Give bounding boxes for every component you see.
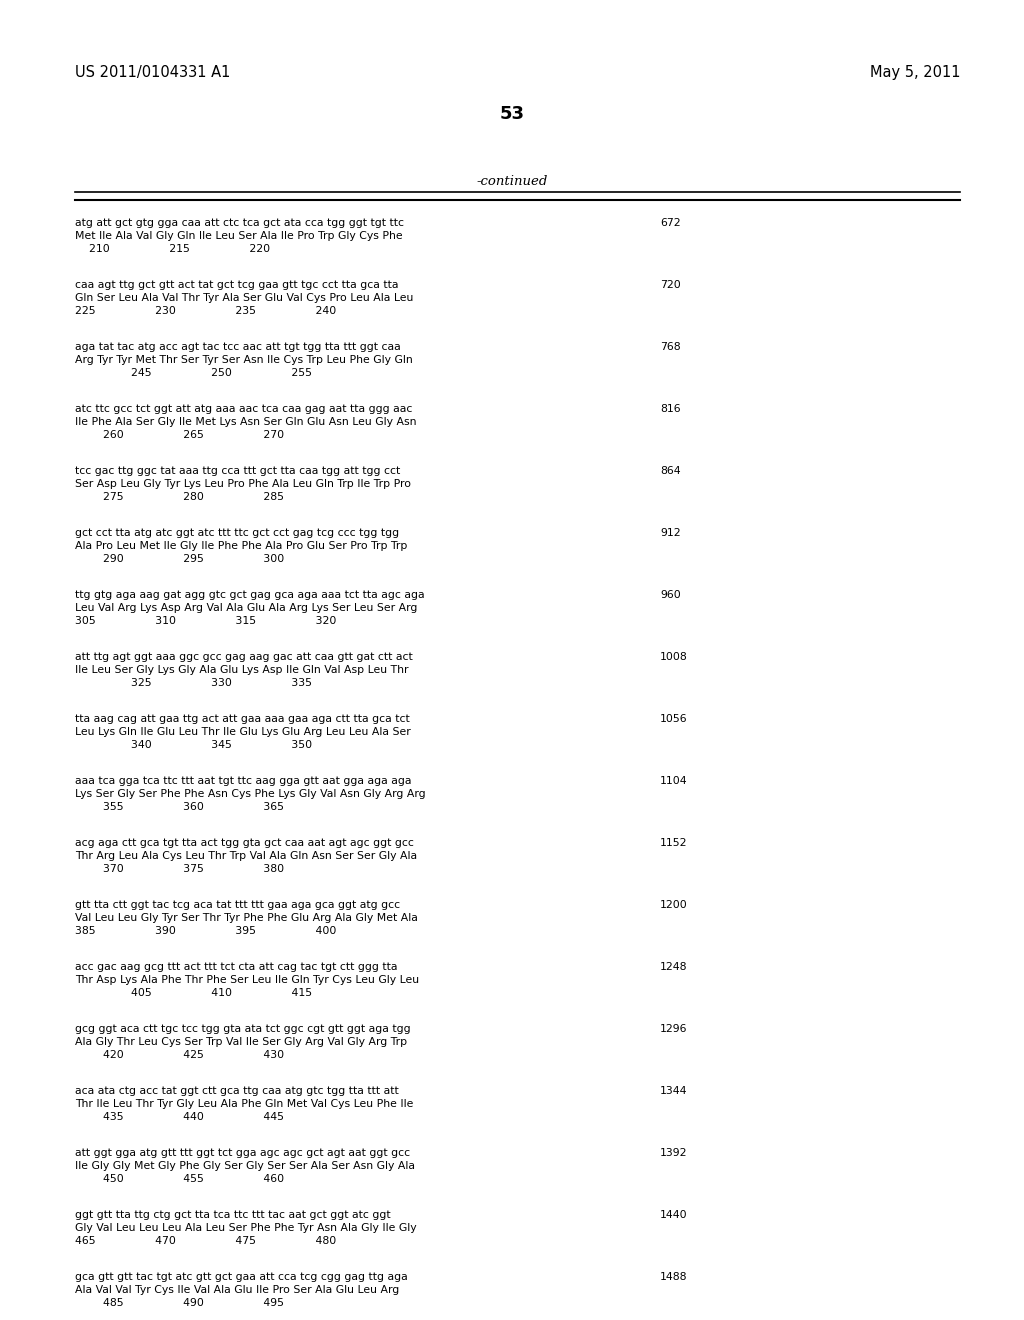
Text: 1008: 1008	[660, 652, 688, 663]
Text: 275                 280                 285: 275 280 285	[75, 492, 284, 502]
Text: Ala Gly Thr Leu Cys Ser Trp Val Ile Ser Gly Arg Val Gly Arg Trp: Ala Gly Thr Leu Cys Ser Trp Val Ile Ser …	[75, 1038, 408, 1047]
Text: Gln Ser Leu Ala Val Thr Tyr Ala Ser Glu Val Cys Pro Leu Ala Leu: Gln Ser Leu Ala Val Thr Tyr Ala Ser Glu …	[75, 293, 414, 304]
Text: 465                 470                 475                 480: 465 470 475 480	[75, 1236, 336, 1246]
Text: aaa tca gga tca ttc ttt aat tgt ttc aag gga gtt aat gga aga aga: aaa tca gga tca ttc ttt aat tgt ttc aag …	[75, 776, 412, 785]
Text: aca ata ctg acc tat ggt ctt gca ttg caa atg gtc tgg tta ttt att: aca ata ctg acc tat ggt ctt gca ttg caa …	[75, 1086, 398, 1096]
Text: att ggt gga atg gtt ttt ggt tct gga agc agc gct agt aat ggt gcc: att ggt gga atg gtt ttt ggt tct gga agc …	[75, 1148, 411, 1158]
Text: 245                 250                 255: 245 250 255	[75, 368, 312, 378]
Text: 385                 390                 395                 400: 385 390 395 400	[75, 927, 336, 936]
Text: 1344: 1344	[660, 1086, 687, 1096]
Text: Gly Val Leu Leu Leu Ala Leu Ser Phe Phe Tyr Asn Ala Gly Ile Gly: Gly Val Leu Leu Leu Ala Leu Ser Phe Phe …	[75, 1224, 417, 1233]
Text: 420                 425                 430: 420 425 430	[75, 1049, 284, 1060]
Text: Leu Lys Gln Ile Glu Leu Thr Ile Glu Lys Glu Arg Leu Leu Ala Ser: Leu Lys Gln Ile Glu Leu Thr Ile Glu Lys …	[75, 727, 411, 737]
Text: 1296: 1296	[660, 1024, 687, 1034]
Text: 485                 490                 495: 485 490 495	[75, 1298, 284, 1308]
Text: 1392: 1392	[660, 1148, 687, 1158]
Text: 1440: 1440	[660, 1210, 688, 1220]
Text: Val Leu Leu Gly Tyr Ser Thr Tyr Phe Phe Glu Arg Ala Gly Met Ala: Val Leu Leu Gly Tyr Ser Thr Tyr Phe Phe …	[75, 913, 418, 923]
Text: 864: 864	[660, 466, 681, 477]
Text: Met Ile Ala Val Gly Gln Ile Leu Ser Ala Ile Pro Trp Gly Cys Phe: Met Ile Ala Val Gly Gln Ile Leu Ser Ala …	[75, 231, 402, 242]
Text: 290                 295                 300: 290 295 300	[75, 554, 285, 564]
Text: 1200: 1200	[660, 900, 688, 909]
Text: 912: 912	[660, 528, 681, 539]
Text: Ile Leu Ser Gly Lys Gly Ala Glu Lys Asp Ile Gln Val Asp Leu Thr: Ile Leu Ser Gly Lys Gly Ala Glu Lys Asp …	[75, 665, 409, 675]
Text: Ile Phe Ala Ser Gly Ile Met Lys Asn Ser Gln Glu Asn Leu Gly Asn: Ile Phe Ala Ser Gly Ile Met Lys Asn Ser …	[75, 417, 417, 426]
Text: ttg gtg aga aag gat agg gtc gct gag gca aga aaa tct tta agc aga: ttg gtg aga aag gat agg gtc gct gag gca …	[75, 590, 425, 601]
Text: -continued: -continued	[476, 176, 548, 187]
Text: atg att gct gtg gga caa att ctc tca gct ata cca tgg ggt tgt ttc: atg att gct gtg gga caa att ctc tca gct …	[75, 218, 404, 228]
Text: Lys Ser Gly Ser Phe Phe Asn Cys Phe Lys Gly Val Asn Gly Arg Arg: Lys Ser Gly Ser Phe Phe Asn Cys Phe Lys …	[75, 789, 426, 799]
Text: 816: 816	[660, 404, 681, 414]
Text: ggt gtt tta ttg ctg gct tta tca ttc ttt tac aat gct ggt atc ggt: ggt gtt tta ttg ctg gct tta tca ttc ttt …	[75, 1210, 390, 1220]
Text: gcg ggt aca ctt tgc tcc tgg gta ata tct ggc cgt gtt ggt aga tgg: gcg ggt aca ctt tgc tcc tgg gta ata tct …	[75, 1024, 411, 1034]
Text: 1104: 1104	[660, 776, 688, 785]
Text: att ttg agt ggt aaa ggc gcc gag aag gac att caa gtt gat ctt act: att ttg agt ggt aaa ggc gcc gag aag gac …	[75, 652, 413, 663]
Text: 325                 330                 335: 325 330 335	[75, 678, 312, 688]
Text: Ala Val Val Tyr Cys Ile Val Ala Glu Ile Pro Ser Ala Glu Leu Arg: Ala Val Val Tyr Cys Ile Val Ala Glu Ile …	[75, 1284, 399, 1295]
Text: Ser Asp Leu Gly Tyr Lys Leu Pro Phe Ala Leu Gln Trp Ile Trp Pro: Ser Asp Leu Gly Tyr Lys Leu Pro Phe Ala …	[75, 479, 411, 488]
Text: caa agt ttg gct gtt act tat gct tcg gaa gtt tgc cct tta gca tta: caa agt ttg gct gtt act tat gct tcg gaa …	[75, 280, 398, 290]
Text: acc gac aag gcg ttt act ttt tct cta att cag tac tgt ctt ggg tta: acc gac aag gcg ttt act ttt tct cta att …	[75, 962, 397, 972]
Text: 450                 455                 460: 450 455 460	[75, 1173, 284, 1184]
Text: Ile Gly Gly Met Gly Phe Gly Ser Gly Ser Ser Ala Ser Asn Gly Ala: Ile Gly Gly Met Gly Phe Gly Ser Gly Ser …	[75, 1162, 415, 1171]
Text: 53: 53	[500, 106, 524, 123]
Text: Ala Pro Leu Met Ile Gly Ile Phe Phe Ala Pro Glu Ser Pro Trp Trp: Ala Pro Leu Met Ile Gly Ile Phe Phe Ala …	[75, 541, 408, 550]
Text: gct cct tta atg atc ggt atc ttt ttc gct cct gag tcg ccc tgg tgg: gct cct tta atg atc ggt atc ttt ttc gct …	[75, 528, 399, 539]
Text: Arg Tyr Tyr Met Thr Ser Tyr Ser Asn Ile Cys Trp Leu Phe Gly Gln: Arg Tyr Tyr Met Thr Ser Tyr Ser Asn Ile …	[75, 355, 413, 366]
Text: atc ttc gcc tct ggt att atg aaa aac tca caa gag aat tta ggg aac: atc ttc gcc tct ggt att atg aaa aac tca …	[75, 404, 413, 414]
Text: 435                 440                 445: 435 440 445	[75, 1111, 284, 1122]
Text: 370                 375                 380: 370 375 380	[75, 865, 284, 874]
Text: gca gtt gtt tac tgt atc gtt gct gaa att cca tcg cgg gag ttg aga: gca gtt gtt tac tgt atc gtt gct gaa att …	[75, 1272, 408, 1282]
Text: 225                 230                 235                 240: 225 230 235 240	[75, 306, 336, 315]
Text: 405                 410                 415: 405 410 415	[75, 987, 312, 998]
Text: acg aga ctt gca tgt tta act tgg gta gct caa aat agt agc ggt gcc: acg aga ctt gca tgt tta act tgg gta gct …	[75, 838, 414, 847]
Text: 1152: 1152	[660, 838, 687, 847]
Text: 960: 960	[660, 590, 681, 601]
Text: Thr Arg Leu Ala Cys Leu Thr Trp Val Ala Gln Asn Ser Ser Gly Ala: Thr Arg Leu Ala Cys Leu Thr Trp Val Ala …	[75, 851, 417, 861]
Text: 672: 672	[660, 218, 681, 228]
Text: gtt tta ctt ggt tac tcg aca tat ttt ttt gaa aga gca ggt atg gcc: gtt tta ctt ggt tac tcg aca tat ttt ttt …	[75, 900, 400, 909]
Text: 210                 215                 220: 210 215 220	[75, 244, 270, 253]
Text: Thr Ile Leu Thr Tyr Gly Leu Ala Phe Gln Met Val Cys Leu Phe Ile: Thr Ile Leu Thr Tyr Gly Leu Ala Phe Gln …	[75, 1100, 414, 1109]
Text: tta aag cag att gaa ttg act att gaa aaa gaa aga ctt tta gca tct: tta aag cag att gaa ttg act att gaa aaa …	[75, 714, 410, 723]
Text: May 5, 2011: May 5, 2011	[869, 65, 961, 81]
Text: 355                 360                 365: 355 360 365	[75, 803, 284, 812]
Text: 1488: 1488	[660, 1272, 687, 1282]
Text: aga tat tac atg acc agt tac tcc aac att tgt tgg tta ttt ggt caa: aga tat tac atg acc agt tac tcc aac att …	[75, 342, 400, 352]
Text: 720: 720	[660, 280, 681, 290]
Text: Thr Asp Lys Ala Phe Thr Phe Ser Leu Ile Gln Tyr Cys Leu Gly Leu: Thr Asp Lys Ala Phe Thr Phe Ser Leu Ile …	[75, 975, 419, 985]
Text: Leu Val Arg Lys Asp Arg Val Ala Glu Ala Arg Lys Ser Leu Ser Arg: Leu Val Arg Lys Asp Arg Val Ala Glu Ala …	[75, 603, 418, 612]
Text: 768: 768	[660, 342, 681, 352]
Text: 340                 345                 350: 340 345 350	[75, 741, 312, 750]
Text: tcc gac ttg ggc tat aaa ttg cca ttt gct tta caa tgg att tgg cct: tcc gac ttg ggc tat aaa ttg cca ttt gct …	[75, 466, 400, 477]
Text: 305                 310                 315                 320: 305 310 315 320	[75, 616, 336, 626]
Text: 1056: 1056	[660, 714, 688, 723]
Text: 260                 265                 270: 260 265 270	[75, 430, 284, 440]
Text: US 2011/0104331 A1: US 2011/0104331 A1	[75, 65, 230, 81]
Text: 1248: 1248	[660, 962, 687, 972]
